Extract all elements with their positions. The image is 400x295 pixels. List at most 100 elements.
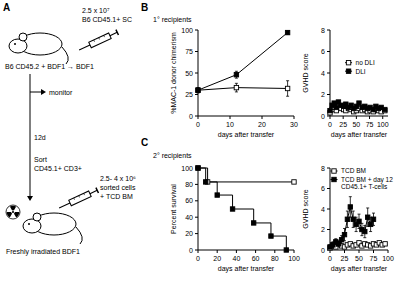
y-tick-label: 6 bbox=[321, 185, 325, 192]
text-line: DLI bbox=[356, 68, 366, 75]
legend-label: TCD BM bbox=[341, 167, 366, 174]
error-bar bbox=[349, 197, 352, 218]
data-point bbox=[196, 166, 200, 170]
radiation-core bbox=[12, 211, 14, 213]
y-tick-label: 50 bbox=[185, 70, 193, 77]
x-tick-label: 60 bbox=[252, 255, 260, 262]
y-tick-label: 40 bbox=[185, 214, 193, 221]
legend-label: no DLI bbox=[356, 59, 375, 66]
x-tick bbox=[262, 116, 263, 119]
x-tick bbox=[236, 250, 237, 253]
x-axis bbox=[198, 116, 294, 117]
x-tick bbox=[373, 250, 374, 253]
y-tick-label: 8 bbox=[321, 165, 325, 172]
diagram-text: 2.5 x 10⁷ bbox=[82, 7, 110, 14]
needle bbox=[59, 203, 70, 208]
x-axis-title: days after transfer bbox=[331, 131, 388, 139]
mouse-ear bbox=[33, 213, 41, 221]
y-tick bbox=[327, 30, 330, 31]
x-tick bbox=[230, 116, 231, 119]
x-tick-label: 0 bbox=[196, 255, 200, 262]
text-line: CD45.1+ T-cells bbox=[341, 183, 388, 190]
x-tick-label: 10 bbox=[226, 121, 234, 128]
data-point bbox=[196, 88, 200, 92]
error-bar bbox=[235, 83, 238, 92]
series-line bbox=[198, 88, 288, 91]
panel-letter: B bbox=[141, 2, 148, 13]
series-line bbox=[198, 168, 294, 182]
barrel-tick bbox=[103, 35, 105, 37]
y-tick bbox=[195, 30, 198, 31]
mouse-eye bbox=[28, 223, 30, 225]
radiation-blade bbox=[10, 206, 16, 211]
data-point bbox=[332, 101, 336, 105]
x-tick-label: 25 bbox=[341, 255, 349, 262]
plunger-cap bbox=[96, 188, 99, 193]
diagram-text: Freshly irradiated BDF1 bbox=[6, 248, 80, 256]
x-tick-label: 40 bbox=[233, 255, 241, 262]
text-line: TCD BM bbox=[341, 167, 366, 174]
x-tick-label: 25 bbox=[339, 121, 347, 128]
data-point bbox=[285, 30, 289, 34]
y-tick bbox=[327, 51, 330, 52]
data-point bbox=[348, 205, 352, 209]
x-tick bbox=[255, 250, 256, 253]
data-point bbox=[357, 219, 361, 223]
data-point bbox=[230, 207, 234, 211]
y-tick-label: 0 bbox=[189, 247, 193, 254]
data-point bbox=[339, 238, 343, 242]
x-axis bbox=[198, 250, 294, 251]
y-tick-label: 4 bbox=[321, 70, 325, 77]
mouse-icon bbox=[23, 213, 82, 244]
x-tick bbox=[217, 250, 218, 253]
data-point bbox=[251, 221, 255, 225]
plunger-cap bbox=[116, 30, 119, 35]
x-tick-label: 100 bbox=[377, 121, 389, 128]
data-point bbox=[196, 166, 200, 170]
y-tick-label: 60 bbox=[185, 197, 193, 204]
diagram-text: sorted cells bbox=[100, 184, 136, 191]
y-axis-title: GVHD score bbox=[302, 189, 309, 228]
y-tick bbox=[327, 73, 330, 74]
data-point bbox=[196, 88, 200, 92]
y-tick bbox=[327, 168, 330, 169]
row-title: 2° recipients bbox=[153, 152, 192, 160]
diagram-text: B6 CD45.1+ SC bbox=[82, 16, 132, 23]
mouse-tail bbox=[62, 47, 68, 64]
legend-marker bbox=[332, 169, 336, 173]
series-line bbox=[330, 207, 374, 247]
data-point bbox=[363, 229, 367, 233]
chart: 024680255075100days after transferGVHD s… bbox=[302, 165, 394, 273]
y-tick-label: 2 bbox=[321, 226, 325, 233]
data-point bbox=[383, 242, 387, 246]
monitor-arrow bbox=[30, 92, 42, 93]
y-tick-label: 8 bbox=[321, 27, 325, 34]
x-tick-label: 75 bbox=[370, 255, 378, 262]
x-tick bbox=[198, 250, 199, 253]
x-tick-label: 0 bbox=[328, 121, 332, 128]
mouse-tail bbox=[76, 227, 82, 244]
y-tick bbox=[195, 184, 198, 185]
x-tick-label: 30 bbox=[290, 121, 298, 128]
x-axis-title: days after transfer bbox=[331, 265, 388, 273]
x-tick bbox=[330, 116, 331, 119]
barrel bbox=[69, 191, 91, 206]
figure: ABC1° recipients2° recipients2.5 x 10⁷B6… bbox=[0, 0, 400, 295]
x-axis-title: days after transfer bbox=[218, 131, 275, 139]
legend-marker bbox=[346, 69, 350, 73]
x-tick bbox=[198, 116, 199, 119]
x-tick bbox=[388, 250, 389, 253]
y-tick-label: 20 bbox=[185, 230, 193, 237]
mouse-icon bbox=[9, 33, 68, 64]
y-tick-label: 100 bbox=[181, 165, 193, 172]
x-tick-label: 20 bbox=[213, 255, 221, 262]
data-point bbox=[345, 217, 349, 221]
x-tick bbox=[356, 116, 357, 119]
barrel-tick bbox=[83, 193, 85, 195]
marks bbox=[328, 197, 388, 250]
error-bar bbox=[286, 31, 289, 34]
legend-label: DLI bbox=[356, 68, 366, 75]
x-tick-label: 0 bbox=[328, 255, 332, 262]
barrel bbox=[89, 33, 111, 48]
diagram-text: Sort bbox=[34, 156, 47, 163]
